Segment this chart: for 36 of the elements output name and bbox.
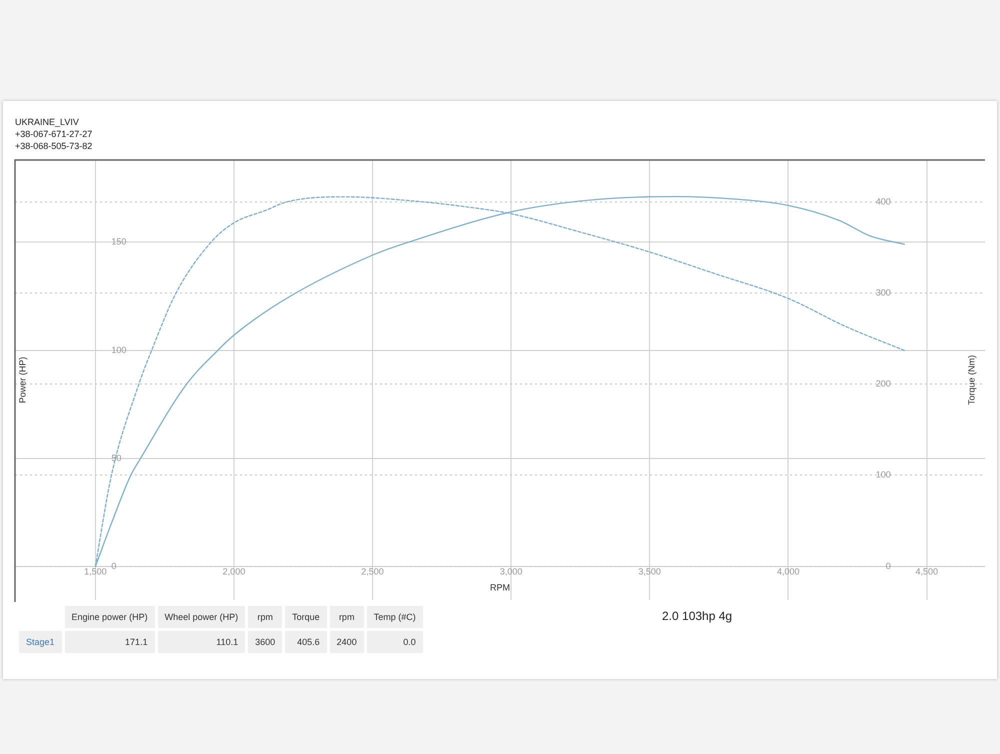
text: 405.6 [285,631,327,653]
y-tick-label: 50 [111,452,122,463]
text: 3600 [248,631,282,653]
text: 2400 [330,631,364,653]
x-tick-label: 2,500 [361,566,384,576]
text: +38-068-505-73-82 [15,140,92,152]
text: Torque [285,606,327,628]
text: 110.1 [158,631,246,653]
y2-tick-label: 100 [876,470,891,480]
y2-tick-label: 0 [886,560,891,571]
y2-axis-title: Torque (Nm) [966,354,976,406]
x-axis-title: RPM [490,582,510,592]
text: 2.0 103hp 4g [662,609,732,623]
text: UKRAINE_LVIV [15,116,80,128]
y2-tick-label: 300 [876,287,891,298]
x-tick-label: 4,500 [916,566,938,576]
x-tick-label: 3,000 [500,566,522,576]
text: +38-067-671-27-27 [15,128,92,140]
y-tick-label: 150 [111,236,126,247]
y-tick-label: 0 [111,560,116,571]
y2-tick-label: 400 [876,196,891,206]
text: 0.0 [366,631,423,653]
text: 171.1 [64,631,155,653]
y2-tick-label: 200 [876,378,891,389]
text: Temp (#C) [366,606,423,628]
x-tick-label: 1,500 [84,566,107,576]
text: Engine power (HP) [64,606,155,628]
text: rpm [248,606,282,628]
y-tick-label: 100 [111,344,126,355]
y-axis-title: Power (HP) [17,356,28,404]
x-tick-label: 4,000 [776,566,800,576]
text: rpm [330,606,364,628]
x-tick-label: 3,500 [638,566,661,576]
text: Wheel power (HP) [158,606,246,628]
text: Stage1 [19,631,62,653]
x-tick-label: 2,000 [222,566,246,576]
